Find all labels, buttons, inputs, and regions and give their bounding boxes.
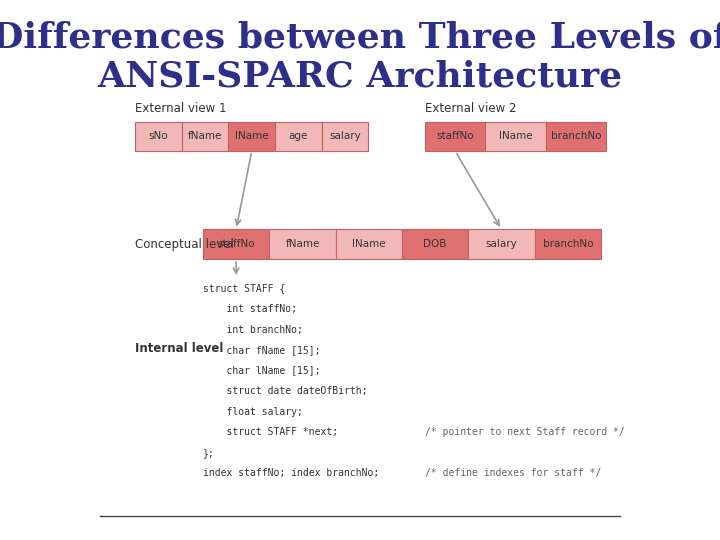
Text: lName: lName [499,131,533,141]
FancyBboxPatch shape [203,230,269,259]
FancyBboxPatch shape [425,122,485,151]
Text: int staffNo;: int staffNo; [203,304,297,314]
Text: External view 1: External view 1 [135,102,227,115]
Text: struct STAFF *next;: struct STAFF *next; [203,427,338,437]
FancyBboxPatch shape [402,230,468,259]
Text: staffNo: staffNo [436,131,474,141]
Text: External view 2: External view 2 [425,102,516,115]
FancyBboxPatch shape [228,122,275,151]
Text: char fName [15];: char fName [15]; [203,345,320,355]
Text: branchNo: branchNo [551,131,601,141]
Text: salary: salary [329,131,361,141]
FancyBboxPatch shape [485,122,546,151]
Text: sNo: sNo [149,131,168,141]
Text: /* pointer to next Staff record */: /* pointer to next Staff record */ [425,427,625,437]
Text: /* define indexes for staff */: /* define indexes for staff */ [425,468,601,478]
FancyBboxPatch shape [336,230,402,259]
Text: branchNo: branchNo [543,239,593,249]
Text: float salary;: float salary; [203,407,303,417]
Text: Internal level: Internal level [135,342,224,355]
Text: staffNo: staffNo [217,239,255,249]
Text: struct date dateOfBirth;: struct date dateOfBirth; [203,386,367,396]
Text: index staffNo; index branchNo;: index staffNo; index branchNo; [203,468,379,478]
FancyBboxPatch shape [535,230,601,259]
FancyBboxPatch shape [182,122,228,151]
FancyBboxPatch shape [546,122,606,151]
Text: age: age [289,131,308,141]
Text: Differences between Three Levels of
ANSI-SPARC Architecture: Differences between Three Levels of ANSI… [0,20,720,93]
Text: fName: fName [285,239,320,249]
Text: lName: lName [235,131,269,141]
FancyBboxPatch shape [135,122,182,151]
FancyBboxPatch shape [322,122,368,151]
Text: fName: fName [188,131,222,141]
FancyBboxPatch shape [269,230,336,259]
Text: lName: lName [352,239,386,249]
Text: int branchNo;: int branchNo; [203,325,303,335]
FancyBboxPatch shape [468,230,535,259]
Text: char lName [15];: char lName [15]; [203,366,320,376]
Text: struct STAFF {: struct STAFF { [203,284,285,294]
Text: };: }; [203,448,215,458]
FancyBboxPatch shape [275,122,322,151]
Text: Conceptual level: Conceptual level [135,238,234,251]
Text: salary: salary [485,239,518,249]
Text: DOB: DOB [423,239,447,249]
